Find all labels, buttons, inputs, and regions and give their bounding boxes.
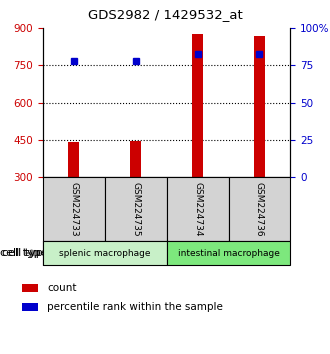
Text: cell type: cell type [2, 248, 49, 258]
Text: cell type: cell type [0, 248, 48, 258]
Text: intestinal macrophage: intestinal macrophage [178, 249, 280, 258]
Bar [192, 34, 203, 177]
Text: count: count [47, 283, 77, 293]
Text: splenic macrophage: splenic macrophage [59, 249, 150, 258]
Text: GSM224733: GSM224733 [69, 182, 78, 236]
Bar [105, 177, 167, 241]
Bar [43, 177, 105, 241]
Bar [130, 141, 141, 177]
Bar [68, 142, 80, 177]
Text: GDS2982 / 1429532_at: GDS2982 / 1429532_at [88, 8, 242, 21]
Text: GSM224736: GSM224736 [255, 182, 264, 236]
Bar [22, 303, 38, 311]
Bar [167, 177, 228, 241]
Bar [22, 284, 38, 292]
Text: percentile rank within the sample: percentile rank within the sample [47, 302, 223, 312]
Bar [43, 7, 167, 347]
Bar [228, 177, 290, 241]
Text: GSM224735: GSM224735 [131, 182, 140, 236]
Text: GSM224734: GSM224734 [193, 182, 202, 236]
Bar [254, 36, 265, 177]
